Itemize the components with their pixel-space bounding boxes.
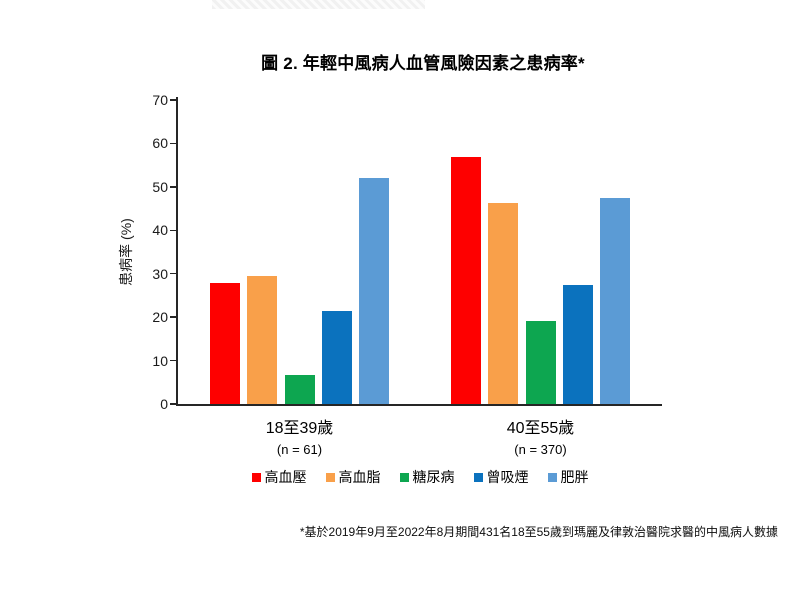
legend-item-diabetes: 糖尿病	[399, 467, 455, 487]
footnote: *基於2019年9月至2022年8月期間431名18至55歲到瑪麗及律敦治醫院求…	[299, 525, 778, 539]
y-tick-mark	[170, 359, 176, 362]
bar-diabetes-age-40-55	[525, 320, 556, 404]
category-label: 40至55歲	[506, 420, 575, 437]
y-tick-mark	[170, 316, 176, 318]
y-tick-label-60: 60	[152, 135, 168, 152]
category-age-18-39: 18至39歲 (n = 61)	[200, 414, 400, 457]
bar-obesity-age-18-39	[359, 178, 389, 404]
redacted-strip	[212, 0, 425, 9]
y-tick-label-0: 0	[160, 396, 168, 412]
bar-hyperlipidemia-age-40-55	[488, 203, 519, 404]
y-tick-label-50: 50	[152, 178, 168, 195]
legend-label: 肥胖	[560, 469, 589, 485]
bar-hypertension-age-40-55	[451, 157, 481, 404]
legend-item-hyperlipidemia: 高血脂	[325, 467, 381, 487]
bar-ever-smoker-age-18-39	[321, 311, 352, 404]
y-axis-line	[176, 97, 178, 405]
category-age-40-55: 40至55歲 (n = 370)	[441, 414, 641, 457]
y-tick-mark	[170, 186, 176, 188]
legend-swatch-icon	[547, 472, 557, 482]
bar-hyperlipidemia-age-18-39	[247, 275, 278, 404]
legend-swatch-icon	[473, 472, 483, 482]
legend-label: 高血壓	[264, 469, 307, 485]
legend-swatch-icon	[251, 472, 261, 482]
legend: 高血壓 高血脂 糖尿病 曾吸煙 肥胖	[178, 467, 662, 487]
y-tick-mark	[170, 142, 176, 145]
bar-hypertension-age-18-39	[210, 282, 240, 404]
category-label: 18至39歲	[265, 420, 334, 437]
y-tick-label-40: 40	[152, 222, 168, 239]
y-tick-mark	[170, 272, 176, 275]
legend-label: 糖尿病	[412, 469, 455, 485]
legend-label: 曾吸煙	[486, 469, 529, 485]
legend-item-ever-smoker: 曾吸煙	[473, 467, 529, 487]
legend-swatch-icon	[325, 472, 335, 482]
y-tick-mark	[170, 99, 176, 101]
legend-item-obesity: 肥胖	[547, 467, 589, 487]
legend-item-hypertension: 高血壓	[251, 467, 307, 487]
category-sublabel: (n = 370)	[514, 442, 567, 457]
y-tick-mark	[170, 229, 176, 232]
y-tick-mark	[170, 403, 176, 405]
x-axis-line	[176, 404, 662, 406]
bar-ever-smoker-age-40-55	[562, 285, 593, 404]
y-tick-label-70: 70	[152, 92, 168, 108]
bar-obesity-age-40-55	[600, 198, 630, 404]
category-sublabel: (n = 61)	[276, 442, 323, 457]
chart-title: 圖 2. 年輕中風病人血管風險因素之患病率*	[261, 54, 585, 73]
y-tick-label-20: 20	[152, 309, 168, 326]
y-tick-label-30: 30	[152, 265, 168, 282]
bar-diabetes-age-18-39	[284, 375, 315, 404]
y-tick-label-10: 10	[152, 352, 168, 369]
legend-label: 高血脂	[338, 469, 381, 485]
legend-swatch-icon	[399, 472, 409, 482]
